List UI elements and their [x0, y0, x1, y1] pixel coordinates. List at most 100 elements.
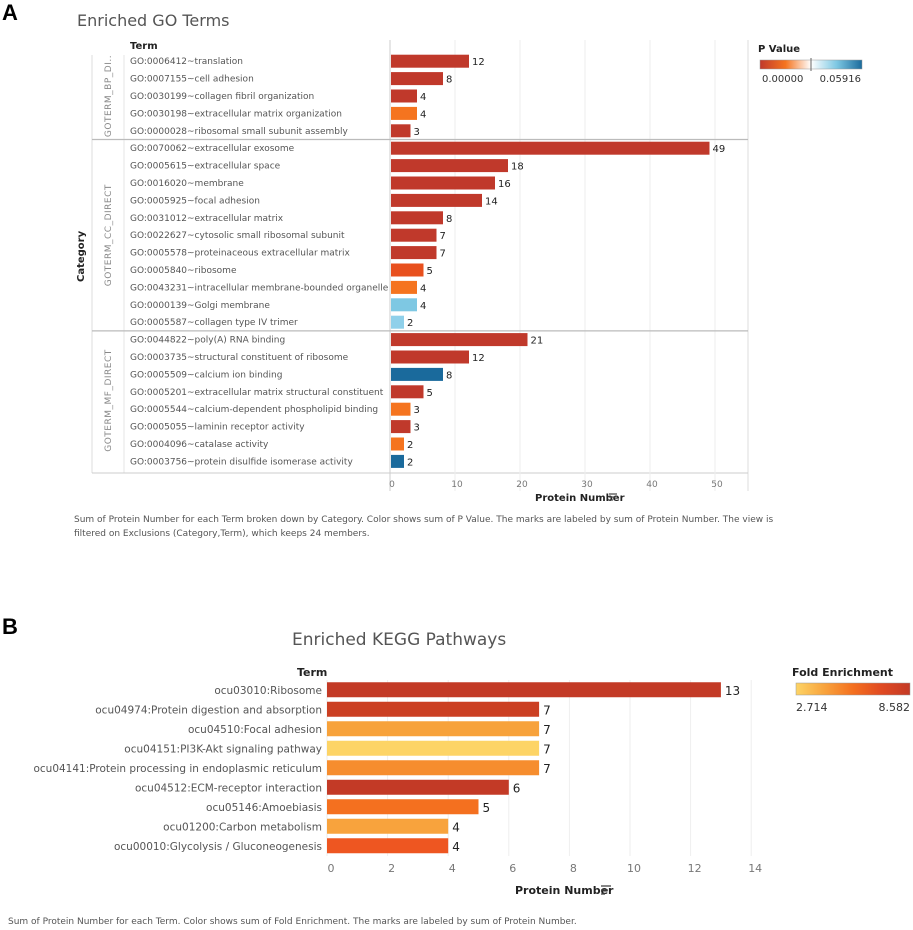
- go-bar-value-label: 49: [713, 144, 726, 155]
- go-bar-value-label: 14: [485, 196, 498, 207]
- fold-color-ramp: [795, 682, 911, 696]
- go-bar[interactable]: [391, 141, 710, 155]
- go-bar[interactable]: [391, 454, 404, 468]
- p-value-legend: P Value 0.00000 0.05916: [758, 44, 863, 85]
- go-x-axis-label: Protein Number: [535, 493, 625, 504]
- kegg-bar-value-label: 7: [543, 703, 551, 717]
- kegg-bar-value-label: 7: [543, 762, 551, 776]
- go-category-labels: GOTERM_BP_DI.. GOTERM_CC_DIRECT GOTERM_MF_…: [104, 55, 114, 452]
- panel-a-letter: A: [2, 0, 18, 25]
- go-bar[interactable]: [391, 367, 443, 381]
- kegg-bar-value-label: 7: [543, 723, 551, 737]
- kegg-term-label: ocu04974:Protein digestion and absorptio…: [95, 704, 322, 716]
- go-bar[interactable]: [391, 176, 495, 190]
- go-bar[interactable]: [391, 420, 411, 434]
- kegg-bar[interactable]: [327, 818, 449, 834]
- kegg-bar[interactable]: [327, 701, 540, 717]
- kegg-term-label: ocu04510:Focal adhesion: [188, 724, 322, 736]
- go-term-label: GO:0000028~ribosomal small subunit assem…: [130, 127, 348, 137]
- go-bar[interactable]: [391, 124, 411, 138]
- go-x-tick-label: 10: [451, 480, 463, 490]
- go-bar-value-label: 16: [498, 179, 511, 190]
- go-bar-value-label: 5: [427, 388, 433, 399]
- go-bar-value-label: 12: [472, 57, 485, 68]
- go-footnote-line-2: filtered on Exclusions (Category,Term), …: [74, 529, 370, 539]
- kegg-bar-value-label: 7: [543, 742, 551, 756]
- go-bar[interactable]: [391, 333, 528, 347]
- go-bar[interactable]: [391, 263, 424, 277]
- go-term-label: GO:0070062~extracellular exosome: [130, 144, 295, 154]
- go-group-separators: [92, 138, 748, 332]
- go-bar[interactable]: [391, 246, 437, 260]
- go-term-label: GO:0016020~membrane: [130, 179, 244, 189]
- kegg-bar[interactable]: [327, 721, 540, 737]
- go-bar-value-label: 21: [531, 336, 544, 347]
- kegg-term-label: ocu05146:Amoebiasis: [206, 802, 322, 814]
- kegg-x-tick-label: 12: [688, 862, 702, 875]
- go-term-label: GO:0000139~Golgi membrane: [130, 301, 270, 311]
- go-bar[interactable]: [391, 54, 469, 68]
- kegg-bar[interactable]: [327, 779, 509, 795]
- kegg-x-tick-label: 2: [388, 862, 395, 875]
- kegg-bar[interactable]: [327, 838, 449, 854]
- kegg-term-label: ocu04151:PI3K-Akt signaling pathway: [124, 743, 322, 755]
- go-bar[interactable]: [391, 315, 404, 329]
- go-bar[interactable]: [391, 159, 508, 173]
- kegg-term-label: ocu04141:Protein processing in endoplasm…: [33, 763, 322, 775]
- kegg-bar-value-label: 4: [452, 840, 460, 854]
- go-term-label: GO:0031012~extracellular matrix: [130, 214, 284, 224]
- go-bar[interactable]: [391, 402, 411, 416]
- kegg-bar[interactable]: [327, 740, 540, 756]
- go-term-label: GO:0005840~ribosome: [130, 266, 237, 276]
- kegg-bar-value-label: 13: [725, 684, 740, 698]
- go-x-tick-label: 20: [516, 480, 528, 490]
- go-bar-value-label: 4: [420, 283, 426, 294]
- go-bar[interactable]: [391, 72, 443, 86]
- kegg-bar-value-label: 6: [513, 781, 521, 795]
- go-term-label: GO:0030199~collagen fibril organization: [130, 92, 314, 102]
- go-term-label: GO:0043231~intracellular membrane-bounde…: [130, 283, 389, 293]
- go-bar[interactable]: [391, 228, 437, 242]
- kegg-bar[interactable]: [327, 760, 540, 776]
- go-chart-title: Enriched GO Terms: [77, 11, 230, 30]
- kegg-bars: ocu03010:Ribosome 13 ocu04974:Protein dige…: [33, 682, 740, 854]
- go-term-label: GO:0004096~catalase activity: [130, 440, 269, 450]
- go-term-label: GO:0005055~laminin receptor activity: [130, 423, 305, 433]
- kegg-bar[interactable]: [327, 799, 479, 815]
- go-term-label: GO:0005925~focal adhesion: [130, 196, 260, 206]
- kegg-x-tick-label: 10: [627, 862, 641, 875]
- kegg-term-label: ocu03010:Ribosome: [214, 685, 322, 697]
- go-bar[interactable]: [391, 298, 417, 312]
- go-bar[interactable]: [391, 89, 417, 103]
- go-bar-value-label: 8: [446, 370, 452, 381]
- kegg-bar[interactable]: [327, 682, 721, 698]
- kegg-term-header: Term: [297, 666, 327, 679]
- go-sort-icon[interactable]: [609, 493, 617, 501]
- go-term-label: GO:0005587~collagen type IV trimer: [130, 318, 298, 328]
- p-value-legend-min: 0.00000: [762, 74, 803, 85]
- kegg-x-tick-label: 4: [449, 862, 456, 875]
- go-bar[interactable]: [391, 385, 424, 399]
- go-bar[interactable]: [391, 193, 482, 207]
- p-value-legend-max: 0.05916: [820, 74, 861, 85]
- go-bar-value-label: 5: [427, 266, 433, 277]
- go-bar-value-label: 8: [446, 75, 452, 86]
- go-x-tick-label: 30: [581, 480, 593, 490]
- go-bar[interactable]: [391, 437, 404, 451]
- kegg-x-tick-label: 0: [328, 862, 335, 875]
- go-term-label: GO:0003756~protein disulfide isomerase a…: [130, 457, 353, 467]
- go-bar[interactable]: [391, 106, 417, 120]
- kegg-sort-icon[interactable]: [601, 885, 611, 895]
- fold-legend-min: 2.714: [796, 701, 828, 714]
- go-bar[interactable]: [391, 280, 417, 294]
- go-x-tick-label: 40: [646, 480, 658, 490]
- go-term-label: GO:0005578~proteinaceous extracellular m…: [130, 249, 351, 259]
- go-x-tick-label: 50: [711, 480, 723, 490]
- go-term-label: GO:0006412~translation: [130, 57, 243, 67]
- go-x-tick-label: 0: [389, 480, 395, 490]
- kegg-x-tick-label: 14: [748, 862, 762, 875]
- go-bar[interactable]: [391, 350, 469, 364]
- p-value-legend-title: P Value: [758, 44, 800, 55]
- go-term-label: GO:0003735~structural constituent of rib…: [130, 353, 349, 363]
- go-bar[interactable]: [391, 211, 443, 225]
